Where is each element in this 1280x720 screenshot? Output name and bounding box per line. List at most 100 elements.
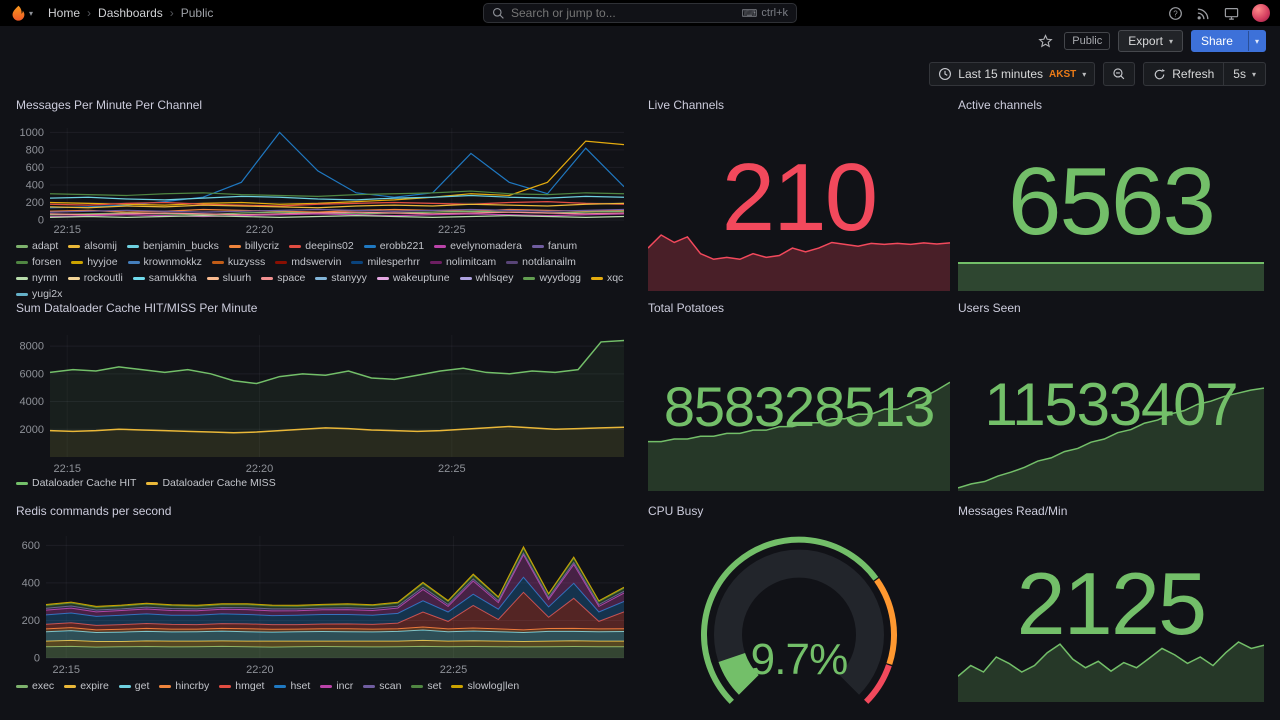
panel-title[interactable]: Users Seen: [958, 301, 1021, 315]
chevron-down-icon: ▾: [1082, 69, 1087, 79]
search-icon: [492, 7, 504, 19]
legend-label: billycriz: [244, 240, 280, 252]
legend-item[interactable]: hyyjoe: [71, 256, 118, 269]
legend-swatch: [411, 685, 424, 688]
legend-item[interactable]: deepins02: [289, 240, 354, 253]
legend-item[interactable]: nolimitcam: [429, 256, 496, 269]
legend-item[interactable]: mdswervin: [275, 256, 341, 269]
legend-item[interactable]: samukkha: [132, 272, 197, 285]
breadcrumb-home[interactable]: Home: [48, 6, 81, 20]
legend-item[interactable]: evelynomadera: [434, 240, 522, 253]
legend-swatch: [71, 261, 84, 264]
dashboard-tag[interactable]: Public: [1064, 32, 1111, 50]
users-seen-sparkline[interactable]: [958, 385, 1264, 491]
panel-title[interactable]: Live Channels: [648, 98, 725, 112]
legend-item[interactable]: wyydogg: [523, 272, 581, 285]
panel-title[interactable]: Messages Read/Min: [958, 504, 1068, 518]
active-channels-sparkline[interactable]: [958, 261, 1264, 291]
messages-read-sparkline[interactable]: [958, 640, 1264, 702]
legend-swatch: [206, 277, 219, 280]
panel-title[interactable]: CPU Busy: [648, 504, 704, 518]
legend-item[interactable]: get: [118, 680, 150, 693]
legend-item[interactable]: billycriz: [228, 240, 280, 253]
legend-item[interactable]: erobb221: [363, 240, 424, 253]
legend-item[interactable]: nymn: [16, 272, 58, 285]
help-icon[interactable]: ?: [1168, 6, 1183, 21]
export-button[interactable]: Export ▾: [1118, 30, 1183, 52]
dataloader-chart[interactable]: 2000 4000 6000 8000 22:15 22:20 22:25: [16, 329, 624, 475]
display-icon[interactable]: [1224, 6, 1239, 21]
legend-label: wakeuptune: [392, 272, 450, 284]
zoom-out-icon: [1113, 68, 1125, 80]
legend-label: set: [427, 680, 442, 692]
legend-item[interactable]: milesperhrr: [351, 256, 420, 269]
panel-messages-per-minute: Messages Per Minute Per Channel 0 200 400 6…: [16, 96, 624, 300]
share-menu-caret[interactable]: ▾: [1247, 31, 1265, 51]
legend-swatch: [459, 277, 472, 280]
legend-item[interactable]: set: [411, 680, 441, 693]
redis-chart[interactable]: 0 200 400 600 22:15 22:20 22:25: [16, 530, 624, 676]
legend-swatch: [363, 245, 376, 248]
total-potatoes-sparkline[interactable]: [648, 380, 950, 491]
legend-item[interactable]: whlsqey: [459, 272, 513, 285]
legend-swatch: [67, 277, 80, 280]
refresh-button[interactable]: Refresh: [1144, 63, 1223, 85]
messages-chart[interactable]: 0 200 400 600 800 1000 22:15 22:20 22:25: [16, 124, 624, 236]
legend-item[interactable]: benjamin_bucks: [126, 240, 219, 253]
share-button[interactable]: Share ▾: [1190, 30, 1266, 52]
avatar[interactable]: [1252, 4, 1270, 22]
legend-label: alsomij: [84, 240, 117, 252]
rss-icon[interactable]: [1196, 6, 1211, 21]
legend-item[interactable]: hincrby: [159, 680, 209, 693]
breadcrumb-dashboards[interactable]: Dashboards: [98, 6, 163, 20]
legend-item[interactable]: exec: [16, 680, 54, 693]
legend-label: get: [134, 680, 150, 692]
panel-title[interactable]: Total Potatoes: [648, 301, 725, 315]
legend-swatch: [363, 685, 376, 688]
legend-item[interactable]: hmget: [219, 680, 264, 693]
svg-text:?: ?: [1173, 9, 1178, 18]
y-axis-tick: 800: [26, 144, 44, 156]
legend-item[interactable]: Dataloader Cache HIT: [16, 477, 136, 490]
legend-item[interactable]: slowlog|len: [451, 680, 519, 693]
stat-value: 2125: [1016, 554, 1207, 653]
panel-title[interactable]: Redis commands per second: [16, 504, 172, 518]
grafana-logo[interactable]: ▾: [10, 5, 33, 22]
legend-item[interactable]: stanyyy: [315, 272, 367, 285]
legend-item[interactable]: Dataloader Cache MISS: [146, 477, 276, 490]
panel-active-channels: Active channels 6563: [958, 96, 1264, 292]
legend-item[interactable]: sluurh: [206, 272, 251, 285]
legend-item[interactable]: adapt: [16, 240, 58, 253]
cpu-gauge[interactable]: [648, 526, 950, 720]
legend-item[interactable]: scan: [363, 680, 401, 693]
search-field[interactable]: [511, 6, 736, 20]
legend-item[interactable]: hset: [274, 680, 310, 693]
legend-item[interactable]: expire: [64, 680, 109, 693]
panel-title[interactable]: Sum Dataloader Cache HIT/MISS Per Minute: [16, 301, 258, 315]
legend-item[interactable]: wakeuptune: [376, 272, 450, 285]
legend-item[interactable]: alsomij: [68, 240, 117, 253]
legend-item[interactable]: incr: [320, 680, 353, 693]
legend-item[interactable]: xqc: [590, 272, 623, 285]
legend-item[interactable]: forsen: [16, 256, 61, 269]
panel-title[interactable]: Active channels: [958, 98, 1043, 112]
refresh-interval-picker[interactable]: 5s ▾: [1223, 63, 1265, 85]
legend-item[interactable]: krownmokkz: [127, 256, 202, 269]
legend-label: krownmokkz: [143, 256, 202, 268]
time-range-picker[interactable]: Last 15 minutes AKST ▾: [929, 62, 1096, 86]
panel-title[interactable]: Messages Per Minute Per Channel: [16, 98, 203, 112]
legend-item[interactable]: notdianailm: [506, 256, 576, 269]
search-input[interactable]: ⌨ ctrl+k: [483, 3, 797, 23]
x-axis-tick: 22:20: [246, 463, 274, 475]
legend-item[interactable]: kuzysss: [211, 256, 265, 269]
star-icon[interactable]: [1034, 30, 1056, 52]
legend-item[interactable]: yugi2x: [16, 288, 62, 301]
live-channels-sparkline[interactable]: [648, 233, 950, 291]
y-axis-tick: 0: [34, 653, 40, 665]
legend-item[interactable]: rockoutli: [67, 272, 123, 285]
legend-item[interactable]: fanum: [531, 240, 577, 253]
zoom-out-button[interactable]: [1103, 62, 1136, 86]
search-shortcut: ⌨ ctrl+k: [741, 7, 788, 20]
legend-swatch: [146, 482, 159, 485]
legend-item[interactable]: space: [261, 272, 305, 285]
